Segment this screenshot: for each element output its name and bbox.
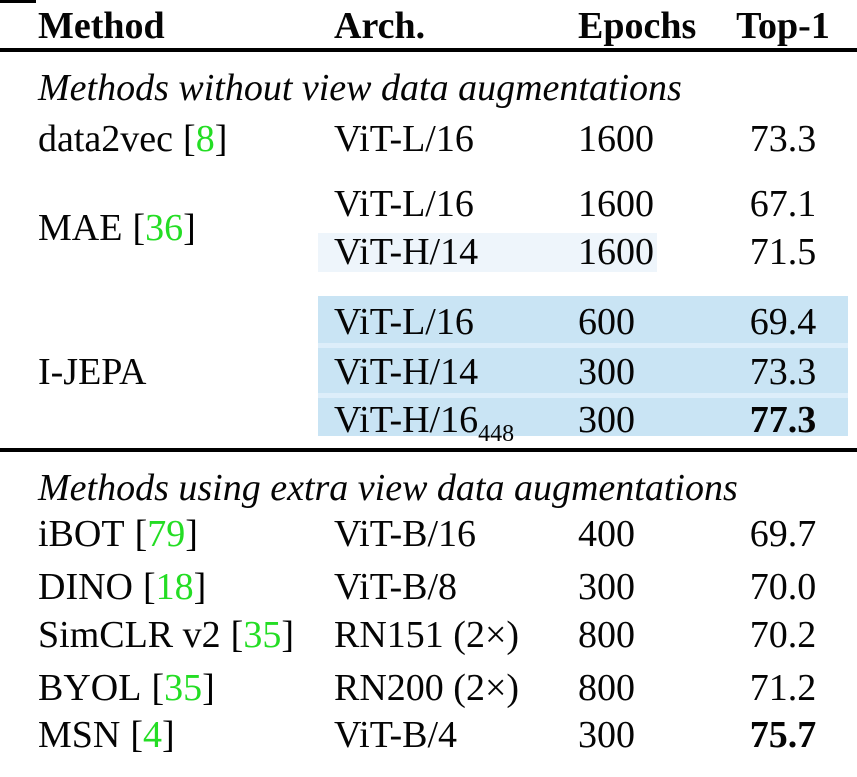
- top1-cell-best: 75.7: [749, 714, 817, 756]
- epochs-cell: 300: [578, 399, 635, 441]
- method-name: BYOL: [38, 667, 142, 709]
- epochs-cell: 1600: [578, 118, 654, 160]
- method-cell: MSN 4: [38, 711, 175, 759]
- method-cell: I-JEPA: [38, 351, 147, 393]
- arch-name: ViT-H/16: [334, 399, 479, 441]
- ijepa-highlight-block: [318, 296, 848, 436]
- method-name: MSN: [38, 714, 121, 756]
- top1-cell: 71.5: [749, 231, 817, 273]
- table-row: ViT-H/14 300 73.3: [0, 348, 857, 396]
- highlight-row-separator: [318, 343, 848, 348]
- method-cell: BYOL 35: [38, 664, 215, 712]
- top1-cell: 73.3: [749, 351, 817, 393]
- citation: 8: [183, 118, 227, 160]
- epochs-cell: 800: [578, 667, 635, 709]
- epochs-cell: 1600: [578, 183, 654, 225]
- arch-cell: ViT-B/16: [334, 513, 476, 555]
- citation: 4: [130, 714, 174, 756]
- table-row: ViT-L/16 600 69.4: [0, 298, 857, 346]
- top1-cell: 67.1: [749, 183, 817, 225]
- highlight-row-separator: [318, 393, 848, 398]
- citation: 36: [132, 207, 195, 249]
- header-row: Method Arch. Epochs Top-1: [0, 2, 857, 50]
- citation-number: 36: [145, 207, 184, 249]
- citation: 79: [135, 513, 198, 555]
- table-row: ViT-L/16 1600 67.1: [0, 180, 857, 228]
- header-arch: Arch.: [334, 5, 426, 47]
- epochs-cell: 400: [578, 513, 635, 555]
- top1-cell: 69.4: [749, 301, 817, 343]
- epochs-cell: 300: [578, 351, 635, 393]
- method-name: DINO: [38, 566, 133, 608]
- header-top1: Top-1: [736, 5, 830, 47]
- arch-cell: ViT-H/16448: [334, 396, 514, 458]
- top1-cell: 73.3: [749, 118, 817, 160]
- top1-cell: 71.2: [749, 667, 817, 709]
- epochs-cell: 300: [578, 714, 635, 756]
- method-cell: MAE 36: [38, 204, 196, 252]
- epochs-cell: 600: [578, 301, 635, 343]
- table-row: BYOL 35 RN200 (2×) 800 71.2: [0, 664, 857, 712]
- header-rule: [0, 48, 857, 52]
- method-name: MAE: [38, 207, 123, 249]
- arch-cell: ViT-H/14: [334, 351, 479, 393]
- method-cell: iBOT 79: [38, 510, 198, 558]
- citation: 18: [143, 566, 206, 608]
- arch-cell: RN200 (2×): [334, 667, 520, 709]
- citation-number: 35: [164, 667, 203, 709]
- method-name: iBOT: [38, 513, 125, 555]
- epochs-cell: 800: [578, 614, 635, 656]
- method-cell: DINO 18: [38, 563, 206, 611]
- header-method: Method: [38, 5, 165, 47]
- table-row: DINO 18 ViT-B/8 300 70.0: [0, 563, 857, 611]
- method-cell: data2vec 8: [38, 115, 227, 163]
- top-rule-fragment: [0, 0, 36, 3]
- top1-cell-best: 77.3: [749, 399, 817, 441]
- table-row: ViT-H/16448 300 77.3: [0, 396, 857, 447]
- top1-cell: 70.0: [749, 566, 817, 608]
- arch-cell: ViT-L/16: [334, 301, 474, 343]
- method-cell: SimCLR v2 35: [38, 611, 294, 659]
- header-epochs: Epochs: [578, 5, 697, 47]
- method-name: data2vec: [38, 118, 174, 160]
- arch-cell: ViT-L/16: [334, 118, 474, 160]
- section-divider-rule: [0, 448, 857, 452]
- citation-number: 18: [155, 566, 194, 608]
- citation: 35: [151, 667, 214, 709]
- table-row: iBOT 79 ViT-B/16 400 69.7: [0, 510, 857, 558]
- citation-number: 35: [243, 614, 282, 656]
- top1-cell: 69.7: [749, 513, 817, 555]
- section2-title: Methods using extra view data augmentati…: [38, 467, 738, 509]
- group-label-row: MAE 36: [0, 204, 857, 252]
- arch-cell: ViT-L/16: [334, 183, 474, 225]
- arch-cell: ViT-B/8: [334, 566, 457, 608]
- table-row: ViT-H/14 1600 71.5: [0, 228, 857, 276]
- citation: 35: [231, 614, 294, 656]
- table-row: data2vec 8 ViT-L/16 1600 73.3: [0, 115, 857, 163]
- arch-resolution-subscript: 448: [478, 421, 515, 447]
- top1-cell: 70.2: [749, 614, 817, 656]
- group-label-row: I-JEPA: [0, 348, 857, 396]
- epochs-cell: 1600: [578, 231, 654, 273]
- citation-number: 79: [147, 513, 186, 555]
- citation-number: 8: [195, 118, 215, 160]
- epochs-cell: 300: [578, 566, 635, 608]
- arch-cell: RN151 (2×): [334, 614, 520, 656]
- arch-cell: ViT-B/4: [334, 714, 457, 756]
- section1-title: Methods without view data augmentations: [38, 67, 682, 109]
- citation-number: 4: [143, 714, 163, 756]
- method-name: SimCLR v2: [38, 614, 221, 656]
- arch-cell: ViT-H/14: [334, 231, 479, 273]
- faint-row-tint: [318, 233, 657, 272]
- table-row: MSN 4 ViT-B/4 300 75.7: [0, 711, 857, 759]
- table-row: SimCLR v2 35 RN151 (2×) 800 70.2: [0, 611, 857, 659]
